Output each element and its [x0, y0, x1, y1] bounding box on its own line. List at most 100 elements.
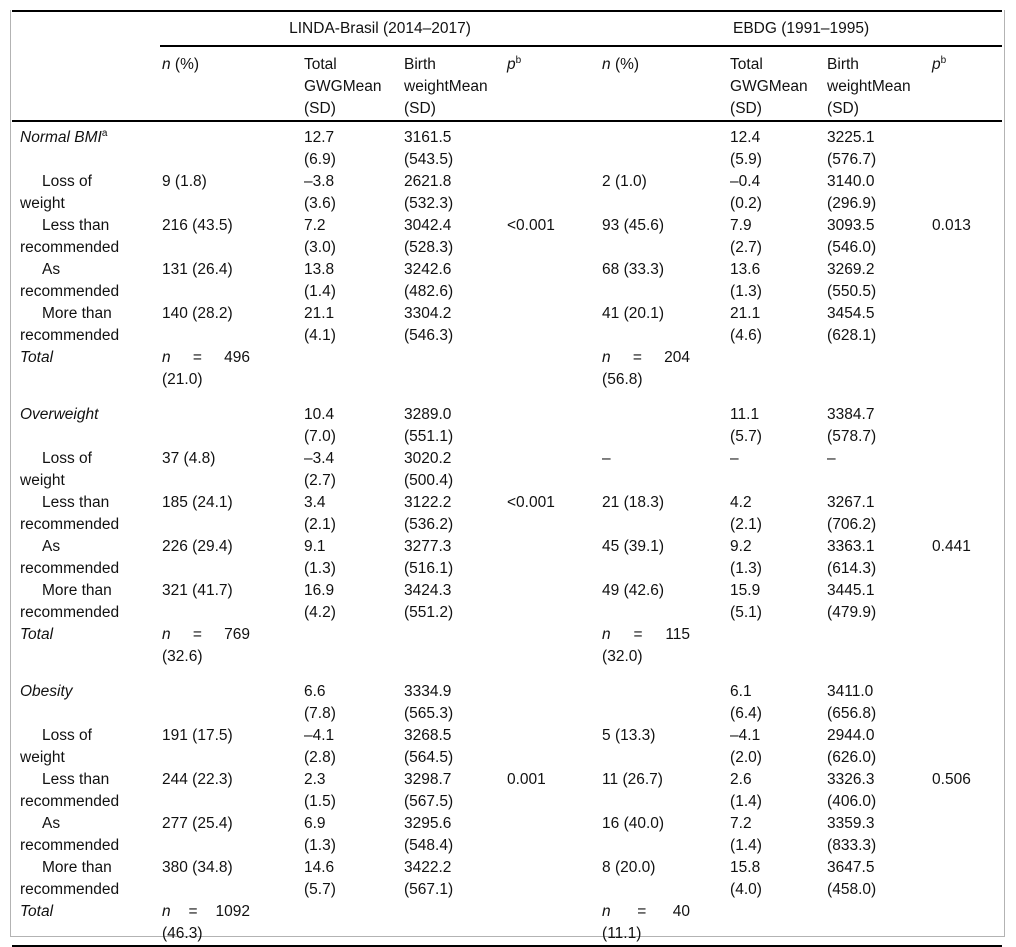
cell-line: (296.9)	[827, 195, 877, 212]
cell-line: (550.5)	[827, 283, 877, 300]
cell-line: (4.6)	[730, 327, 762, 344]
cell-line: (5.7)	[730, 428, 762, 445]
section-label: Normal BMIa	[12, 121, 160, 171]
cell-line: 0.441	[932, 538, 971, 555]
cell-n-linda: 131 (26.4)	[160, 259, 302, 303]
footnote-marker-b: b	[940, 54, 947, 66]
total-label: Total	[12, 347, 160, 391]
table-row: Less than recommended 244 (22.3) 2.3 (1.5) 32…	[12, 769, 1002, 813]
cell-line: 380 (34.8)	[162, 859, 233, 876]
cell-n-ebdg: 21 (18.3)	[600, 492, 728, 536]
cell-line: 2.3	[304, 771, 326, 788]
cell-birth-weight-ebdg: 3647.5 (458.0)	[825, 857, 930, 901]
cell-line: (564.5)	[404, 749, 454, 766]
cell-n-linda: 9 (1.8)	[160, 171, 302, 215]
cell-line: 226 (29.4)	[162, 538, 233, 555]
cell-n-linda: 380 (34.8)	[160, 857, 302, 901]
cell-total-n-linda: n = 496 (21.0)	[160, 347, 302, 391]
cell-gwg-linda: 2.3 (1.5)	[302, 769, 402, 813]
row-label: Less than recommended	[12, 769, 160, 813]
cell-gwg-ebdg: 11.1 (5.7)	[728, 391, 825, 448]
cell-line: 9 (1.8)	[162, 173, 207, 190]
cell-total-n-ebdg: n = 40 (11.1)	[600, 901, 729, 947]
total-row: Total n = 769 (32.6) n = 115 (32.0)	[12, 624, 1002, 668]
cell-birth-weight-ebdg: 2944.0 (626.0)	[825, 725, 930, 769]
cell-p-ebdg	[930, 303, 1002, 347]
cell-n-linda: 140 (28.2)	[160, 303, 302, 347]
corner-cell	[12, 11, 160, 46]
cell-line: As	[42, 261, 61, 278]
col-header-birth-weight-ebdg: Birth weightMean (SD)	[825, 46, 931, 122]
p-symbol: p	[932, 56, 941, 73]
group-header-ebdg: EBDG (1991–1995)	[600, 11, 1003, 47]
cell-line: <0.001	[507, 494, 555, 511]
cell-line: 3359.3	[827, 815, 875, 832]
cell-n-ebdg: 93 (45.6)	[600, 215, 728, 259]
cell-line: –	[827, 450, 836, 467]
cell-n-ebdg: 8 (20.0)	[600, 857, 728, 901]
table-row: As recommended 226 (29.4) 9.1 (1.3) 3277.3 (51…	[12, 536, 1002, 580]
table-row: Less than recommended 216 (43.5) 7.2 (3.0) 30…	[12, 215, 1002, 259]
col-header-p-ebdg: pb	[930, 46, 1003, 122]
cell-birth-weight-linda: 3304.2 (546.3)	[402, 303, 505, 347]
cell-n-ebdg: 2 (1.0)	[600, 171, 728, 215]
p-symbol: p	[507, 56, 516, 73]
cell-line: recommended	[20, 283, 120, 300]
cell-line: <0.001	[507, 217, 555, 234]
cell-birth-weight-linda	[402, 901, 505, 947]
cell-p-ebdg	[930, 668, 1002, 725]
cell-line: 277 (25.4)	[162, 815, 233, 832]
cell-n-linda: 191 (17.5)	[160, 725, 302, 769]
equals-sign: =	[192, 626, 202, 643]
cell-line: (546.0)	[827, 239, 877, 256]
cell-line: (500.4)	[404, 472, 454, 489]
n-equals-line: n = 40	[602, 901, 690, 923]
cell-line: Overweight	[20, 404, 160, 426]
footnote-marker-b: b	[515, 54, 522, 66]
cell-line: (532.3)	[404, 195, 454, 212]
cell-gwg-linda: 13.8 (1.4)	[302, 259, 402, 303]
total-n-value: 496	[224, 349, 250, 366]
cell-p-ebdg	[930, 391, 1002, 448]
section-title: Normal BMI	[20, 129, 102, 146]
header-line: weightMean	[404, 78, 488, 95]
cell-birth-weight-ebdg: 3225.1 (576.7)	[825, 121, 930, 171]
cell-line: 6.9	[304, 815, 326, 832]
cell-birth-weight-linda: 3334.9 (565.3)	[402, 668, 505, 725]
n-equals-line: n = 1092	[162, 901, 250, 923]
row-label: Loss of weight	[12, 171, 160, 215]
cell-p-linda	[505, 259, 600, 303]
section-row: Obesity 6.6 (7.8) 3334.9 (565.3) 6.1 (6.4) 3411…	[12, 668, 1002, 725]
cell-line: –0.4	[730, 173, 761, 190]
cell-gwg-linda: 14.6 (5.7)	[302, 857, 402, 901]
cell-gwg-linda	[302, 901, 402, 947]
cell-line: 21 (18.3)	[602, 494, 665, 511]
cell-line: 3384.7	[827, 406, 875, 423]
pct-label: (%)	[610, 56, 640, 73]
cell-line: recommended	[20, 793, 120, 810]
cell-gwg-ebdg	[728, 901, 826, 947]
cell-birth-weight-ebdg: 3093.5 (546.0)	[825, 215, 930, 259]
cell-line: 191 (17.5)	[162, 727, 233, 744]
cell-gwg-linda: –4.1 (2.8)	[302, 725, 402, 769]
cell-line: (578.7)	[827, 428, 877, 445]
total-n-value: 115	[665, 626, 691, 643]
cell-gwg-ebdg: 9.2 (1.3)	[728, 536, 825, 580]
cell-line: Loss of	[42, 450, 92, 467]
cell-gwg-ebdg	[728, 624, 825, 668]
cell-n-linda: 244 (22.3)	[160, 769, 302, 813]
cell-line: –3.8	[304, 173, 335, 190]
cell-total-n-linda: n = 1092 (46.3)	[160, 901, 302, 947]
cell-birth-weight-ebdg: 3445.1 (479.9)	[825, 580, 930, 624]
cell-birth-weight-ebdg: 3384.7 (578.7)	[825, 391, 930, 448]
cell-birth-weight-linda: 3268.5 (564.5)	[402, 725, 505, 769]
cell-gwg-linda: –3.4 (2.7)	[302, 448, 402, 492]
cell-line: 3363.1	[827, 538, 875, 555]
cell-p-ebdg	[930, 347, 1002, 391]
cell-line: 16.9	[304, 582, 335, 599]
cell-line: (6.4)	[730, 705, 762, 722]
cell-line: (1.3)	[304, 560, 336, 577]
cell-line: (546.3)	[404, 327, 454, 344]
cell-n-ebdg: –	[600, 448, 728, 492]
cell-birth-weight-linda: 3161.5 (543.5)	[402, 121, 505, 171]
